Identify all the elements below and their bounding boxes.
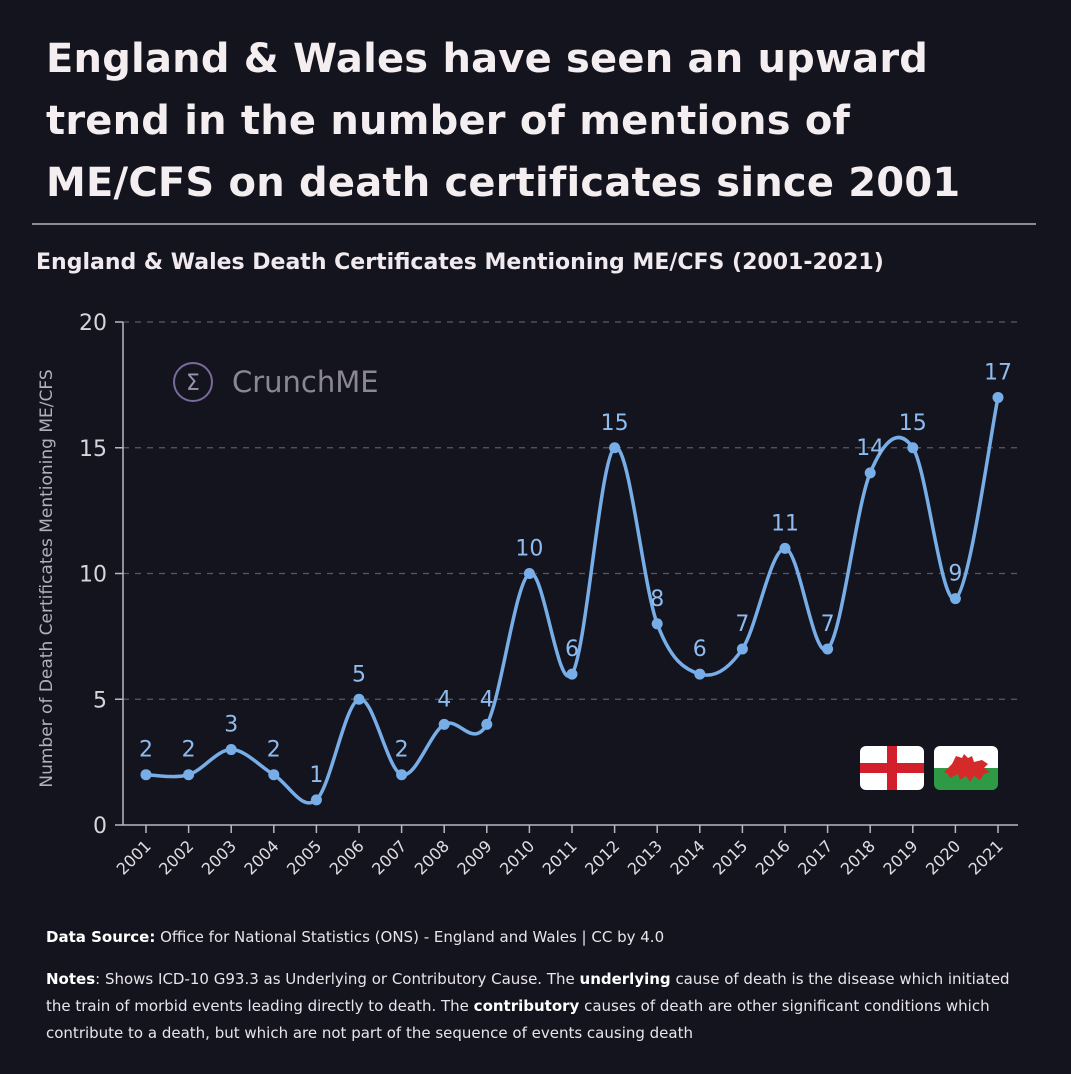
chart-title: England & Wales Death Certificates Menti… [36,250,884,275]
data-source-text: Office for National Statistics (ONS) - E… [155,928,665,946]
data-point [183,769,195,781]
data-label: 6 [565,637,579,662]
x-tick-label: 2015 [709,836,751,878]
x-tick-label: 2012 [581,836,623,878]
england-flag-icon [860,746,924,790]
data-label: 7 [735,612,749,637]
data-label: 17 [984,360,1012,385]
x-tick-label: 2019 [879,836,921,878]
y-axis-label: Number of Death Certificates Mentioning … [37,369,57,787]
notes: Notes: Shows ICD-10 G93.3 as Underlying … [46,966,1036,1047]
data-point [225,744,237,756]
x-tick-label: 2001 [113,836,155,878]
x-tick-label: 2020 [922,836,964,878]
x-tick-label: 2013 [624,836,666,878]
notes-text-1: : Shows ICD-10 G93.3 as Underlying or Co… [95,970,580,988]
headline-line-3: ME/CFS on death certificates since 2001 [46,160,961,206]
y-tick-label-20: 20 [79,311,107,336]
data-label: 15 [601,411,629,436]
y-tick-label-5: 5 [93,688,107,713]
data-label: 2 [267,738,281,763]
x-tick-label: 2004 [240,836,282,878]
data-point [140,769,152,781]
headline: England & Wales have seen an upward tren… [46,28,1036,214]
x-tick-label: 2005 [283,836,325,878]
notes-text-3: causes of death are other significant co… [46,997,990,1042]
x-tick-label: 2010 [496,836,538,878]
x-tick-label: 2018 [837,836,879,878]
x-tick-label: 2009 [453,836,495,878]
data-point [438,718,450,730]
data-point [992,391,1004,403]
watermark-logo: Σ CrunchME [173,362,379,402]
data-label: 14 [856,436,884,461]
divider [32,223,1036,225]
data-point [481,718,493,730]
x-tick-label: 2016 [752,836,794,878]
x-tick-label: 2007 [368,836,410,878]
data-point [694,668,706,680]
data-label: 2 [395,738,409,763]
data-label: 7 [821,612,835,637]
notes-bold-underlying: underlying [579,970,671,988]
notes-bold-contributory: contributory [473,997,580,1015]
notes-label: Notes [46,970,96,988]
data-point [779,542,791,554]
data-label: 5 [352,662,366,687]
data-label: 3 [224,713,238,738]
x-tick-label: 2008 [411,836,453,878]
x-tick-label: 2014 [666,836,708,878]
data-point [949,593,961,605]
x-tick-label: 2011 [539,836,581,878]
data-label: 10 [515,537,543,562]
headline-line-2: trend in the number of mentions of [46,98,851,144]
data-label: 6 [693,637,707,662]
x-tick-label: 2002 [155,836,197,878]
data-point [651,618,663,630]
data-source: Data Source: Office for National Statist… [46,928,664,946]
data-label: 1 [309,763,323,788]
data-label: 2 [139,738,153,763]
sigma-icon: Σ [186,371,200,396]
data-point [907,442,919,454]
data-label: 9 [948,562,962,587]
data-label: 4 [480,687,494,712]
y-tick-label-15: 15 [79,437,107,462]
data-point [736,643,748,655]
watermark-text: CrunchME [232,365,379,399]
data-label: 2 [182,738,196,763]
sigma-circle-icon [173,362,213,402]
data-source-label: Data Source: [46,928,156,946]
x-tick-label: 2021 [965,836,1007,878]
data-point [609,442,621,454]
data-point [396,769,408,781]
wales-flag-icon [934,746,998,790]
flags [860,746,998,790]
y-tick-label-10: 10 [79,563,107,588]
data-label: 15 [899,411,927,436]
x-tick-label: 2006 [326,836,368,878]
data-point [864,467,876,479]
headline-line-1: England & Wales have seen an upward [46,36,929,82]
notes-text-2: cause of death is the disease which init… [46,970,1010,1015]
data-label: 8 [650,587,664,612]
x-tick-label: 2003 [198,836,240,878]
data-point [268,769,280,781]
data-point [822,643,834,655]
y-tick-label-0: 0 [93,814,107,839]
data-label: 4 [437,687,451,712]
data-point [523,568,535,579]
data-point [353,693,365,705]
data-point [566,668,578,680]
data-label: 11 [771,511,799,536]
data-point [310,794,322,806]
x-tick-label: 2017 [794,836,836,878]
